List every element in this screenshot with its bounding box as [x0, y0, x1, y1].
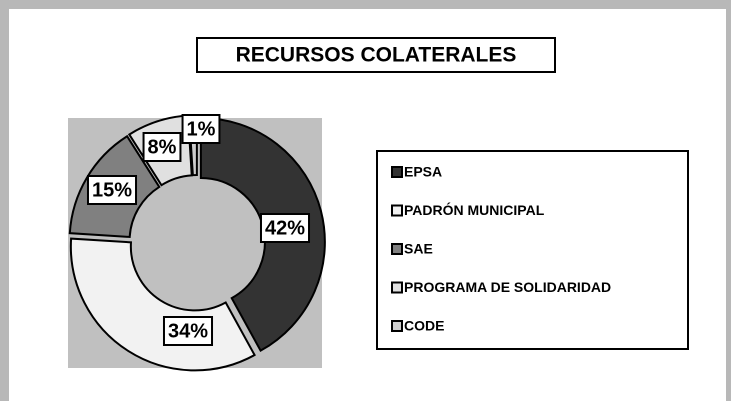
legend-box: [376, 150, 689, 350]
legend-label: SAE: [404, 241, 433, 257]
data-label-box: [181, 114, 221, 144]
legend-label: CODE: [404, 318, 444, 334]
data-label: 42%: [265, 217, 305, 239]
legend-label: EPSA: [404, 164, 442, 180]
data-label: 8%: [148, 136, 177, 158]
frame-right: [726, 0, 731, 401]
data-label-box: [142, 132, 182, 162]
data-label: 1%: [187, 118, 216, 140]
data-label-box: [259, 213, 311, 243]
chart-title: RECURSOS COLATERALES: [236, 44, 517, 67]
data-label-box: [162, 316, 214, 346]
frame-left: [0, 0, 9, 401]
title-box: [196, 37, 556, 73]
legend-marker: [391, 166, 403, 178]
data-label: 34%: [168, 320, 208, 342]
data-label: 15%: [92, 179, 132, 201]
donut-slice: [199, 117, 326, 353]
legend-marker: [391, 204, 403, 217]
legend-marker: [391, 320, 403, 332]
legend-marker: [391, 281, 403, 294]
data-label-box: [86, 175, 138, 205]
frame-top: [0, 0, 731, 9]
legend-label: PADRÓN MUNICIPAL: [404, 201, 545, 218]
legend-label: PROGRAMA DE SOLIDARIDAD: [404, 279, 611, 295]
legend-marker: [391, 243, 403, 255]
